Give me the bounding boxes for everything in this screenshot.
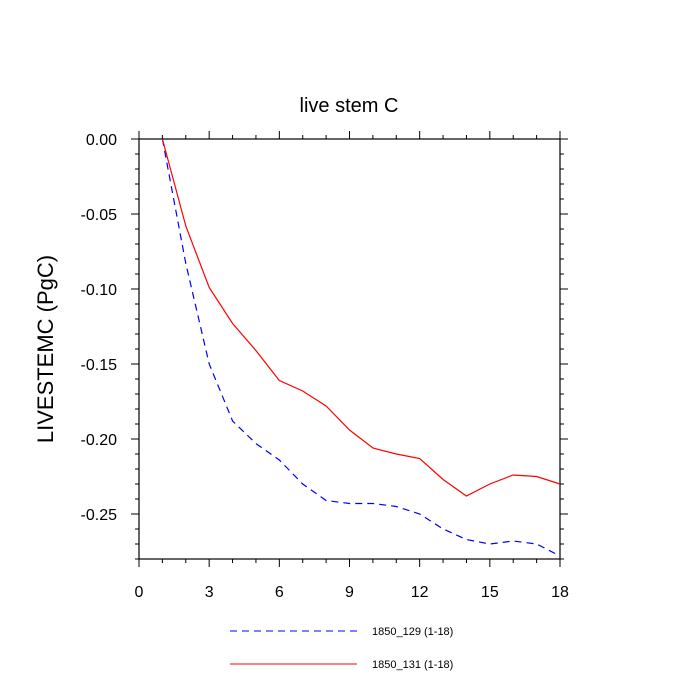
plot-area: 0 3 6 9 12 15 18 0.00 -0.05 -0.10 -0.15 -0.20 -0.25 <box>81 131 569 601</box>
series-line-1850_129 <box>161 138 561 557</box>
x-tick-label: 9 <box>345 584 354 601</box>
chart-title: live stem C <box>300 95 399 117</box>
y-tick-label: -0.10 <box>81 282 118 299</box>
x-tick-label: 12 <box>411 584 429 601</box>
plot-frame <box>138 138 561 560</box>
x-tick-label: 6 <box>275 584 284 601</box>
legend: 1850_129 (1-18) 1850_131 (1-18) <box>230 626 453 671</box>
y-axis-label: LIVESTEMC (PgC) <box>33 255 58 443</box>
x-tick-label: 3 <box>205 584 214 601</box>
legend-label: 1850_129 (1-18) <box>372 626 453 638</box>
y-tick-label: -0.20 <box>81 432 118 449</box>
x-tick-label: 0 <box>135 584 144 601</box>
x-tick-label: 15 <box>481 584 499 601</box>
series-line-1850_131 <box>161 138 561 497</box>
legend-label: 1850_131 (1-18) <box>372 659 453 671</box>
y-tick-label: -0.15 <box>81 357 118 374</box>
y-tick-label: -0.25 <box>81 507 118 524</box>
x-tick-label: 18 <box>551 584 569 601</box>
y-tick-label: -0.05 <box>81 207 118 224</box>
y-tick-label: 0.00 <box>86 132 117 149</box>
